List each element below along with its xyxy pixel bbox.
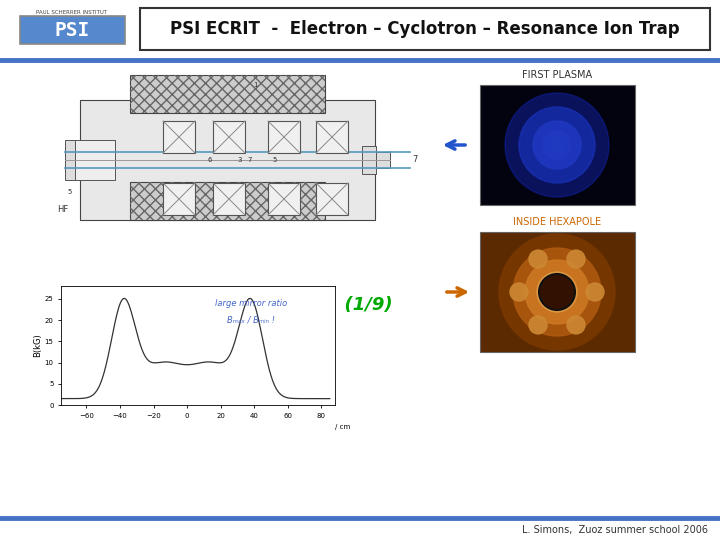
Text: PAUL SCHERRER INSTITUT: PAUL SCHERRER INSTITUT [37,10,107,16]
Circle shape [567,250,585,268]
Bar [480,85,635,205]
Circle shape [537,272,577,312]
Text: HF  6.4 Ghz: HF 6.4 Ghz [183,341,290,359]
Text: 1.4·10⁻⁶ mbar: 1.4·10⁻⁶ mbar [198,319,287,332]
Bar [163,121,195,153]
Circle shape [554,142,560,148]
Text: PSI ECRIT  -  Electron – Cyclotron – Resonance Ion Trap: PSI ECRIT - Electron – Cyclotron – Reson… [170,20,680,38]
Text: 5: 5 [273,157,277,163]
Bar [163,183,195,215]
Text: 7: 7 [412,156,418,165]
Circle shape [513,248,601,336]
Bar [316,121,348,153]
Y-axis label: B(kG): B(kG) [33,334,42,357]
Bar [268,121,300,153]
Circle shape [505,93,609,197]
Bar [376,152,390,168]
Circle shape [550,138,564,152]
Text: large mirror ratio: large mirror ratio [215,299,287,308]
Bar [65,140,79,180]
Bar [130,182,325,220]
Text: argon / oxygen  (1/9): argon / oxygen (1/9) [180,296,392,314]
Text: INSIDE HEXAPOLE: INSIDE HEXAPOLE [513,217,601,227]
Text: L. Simons,  Zuoz summer school 2006: L. Simons, Zuoz summer school 2006 [522,525,708,535]
Bar [130,182,325,220]
Bar [20,16,125,44]
Bar [130,75,325,113]
Bar [80,146,94,174]
Text: 3: 3 [238,157,242,163]
Text: HF: HF [57,206,68,214]
Circle shape [539,274,575,310]
Bar [80,100,375,220]
Circle shape [529,250,547,268]
Circle shape [525,260,589,324]
Text: 1: 1 [253,82,257,88]
Text: / cm: / cm [335,424,350,430]
Circle shape [519,107,595,183]
Bar [213,121,245,153]
Bar [130,75,325,113]
Circle shape [533,121,581,169]
Circle shape [529,316,547,334]
Circle shape [543,131,571,159]
Circle shape [586,283,604,301]
Bar [140,8,710,50]
Text: Bₘₐₓ / Bₘᵢₙ !: Bₘₐₓ / Bₘᵢₙ ! [227,316,275,325]
Circle shape [499,234,615,350]
Bar [75,140,115,180]
Bar [93,152,107,168]
Circle shape [567,316,585,334]
Circle shape [510,283,528,301]
Text: 5: 5 [68,189,72,195]
Bar [480,232,635,352]
Circle shape [545,280,569,304]
Text: 6: 6 [208,157,212,163]
Text: FIRST PLASMA: FIRST PLASMA [522,70,592,80]
Text: PSI: PSI [55,21,89,39]
Bar [213,183,245,215]
Text: 7: 7 [248,157,252,163]
Bar [316,183,348,215]
Bar [268,183,300,215]
Bar [362,146,376,174]
